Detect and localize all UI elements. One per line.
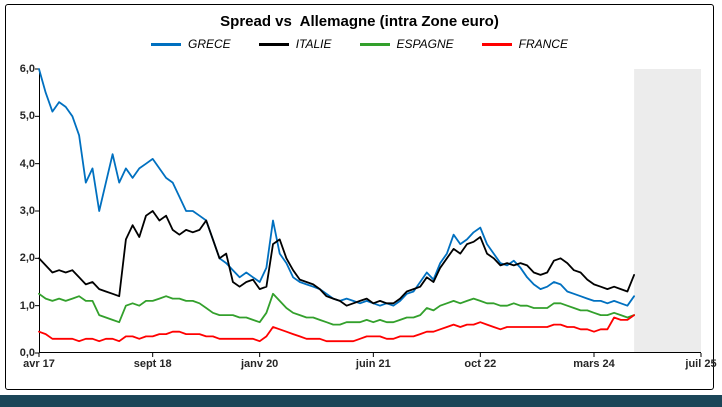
legend-label: FRANCE — [518, 37, 568, 51]
legend-label: GRECE — [188, 37, 231, 51]
legend-item-france: FRANCE — [481, 37, 568, 51]
y-axis-tick-label: 6,0 — [19, 63, 35, 75]
legend-label: ITALIE — [295, 37, 332, 51]
x-axis-tick-label: oct 22 — [464, 358, 497, 370]
plot-area — [35, 68, 702, 357]
legend-line-swatch — [481, 42, 512, 46]
x-axis-tick-label: mars 24 — [573, 358, 615, 370]
x-axis-tick-label: juil 25 — [685, 358, 717, 370]
y-axis-labels: 6,0 5,0 4,0 3,0 2,0 1,0 0,0 — [8, 62, 35, 360]
x-axis-tick-label: juin 21 — [355, 358, 391, 370]
y-axis-tick-label: 4,0 — [19, 157, 35, 170]
x-axis-tick-label: sept 18 — [133, 358, 172, 370]
chart-legend: GRECE ITALIE ESPAGNE FRANCE — [6, 37, 713, 51]
y-axis-tick-label: 3,0 — [19, 204, 35, 217]
y-axis-tick-label: 1,0 — [19, 299, 35, 312]
legend-label: ESPAGNE — [396, 37, 454, 51]
legend-line-swatch — [151, 42, 182, 46]
footer-bar — [0, 395, 722, 407]
y-axis-tick-label: 5,0 — [19, 110, 35, 123]
chart-title: Spread vs Allemagne (intra Zone euro) — [220, 13, 499, 30]
line-chart-svg — [35, 68, 702, 357]
x-axis-tick-label: avr 17 — [23, 358, 55, 370]
legend-line-swatch — [258, 42, 289, 46]
y-axis-tick-label: 2,0 — [19, 252, 35, 265]
legend-line-swatch — [359, 42, 390, 46]
y-axis-tick-label: 0,0 — [19, 346, 35, 359]
legend-item-espagne: ESPAGNE — [359, 37, 454, 51]
legend-item-grece: GRECE — [151, 37, 231, 51]
chart-frame: Spread vs Allemagne (intra Zone euro) GR… — [5, 4, 717, 390]
legend-item-italie: ITALIE — [258, 37, 332, 51]
x-axis-tick-label: janv 20 — [241, 358, 279, 370]
x-axis-labels: avr 17 sept 18 janv 20 juin 21 oct 22 mars 24… — [23, 358, 717, 372]
